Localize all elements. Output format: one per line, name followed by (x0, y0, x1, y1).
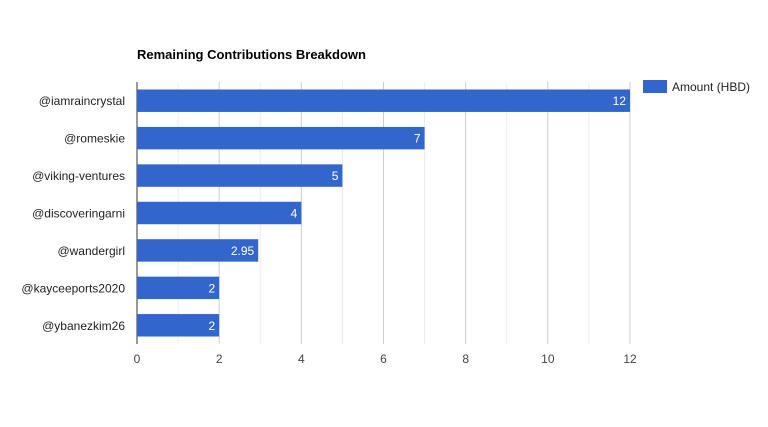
bar (137, 314, 220, 337)
bar (137, 89, 630, 112)
x-axis-tick-label: 2 (216, 352, 223, 366)
data-label-layer: 12 7 5 4 2.95 2 2 (208, 94, 626, 333)
x-axis-tick-label: 4 (298, 352, 305, 366)
bar (137, 201, 302, 225)
category-label: @romeskie (64, 132, 125, 146)
x-axis-tick-label: 10 (541, 352, 555, 366)
bar (137, 164, 343, 187)
category-label: @wandergirl (57, 244, 125, 258)
bar-layer (137, 89, 630, 337)
x-axis-tick-label: 6 (380, 352, 387, 366)
category-label: @discoveringarni (32, 207, 125, 221)
bar-value-label: 7 (414, 132, 421, 146)
chart-title: Remaining Contributions Breakdown (137, 47, 366, 62)
category-label: @ybanezkim26 (42, 319, 125, 333)
x-axis-tick-label: 8 (462, 352, 469, 366)
grid-layer (136, 82, 631, 344)
category-label: @viking-ventures (32, 169, 125, 183)
bar-value-label: 5 (332, 169, 339, 183)
x-axis-tick-label: 12 (623, 352, 637, 366)
legend-series-label: Amount (HBD) (672, 80, 750, 94)
legend: Amount (HBD) (643, 80, 750, 94)
bar-value-label: 2 (208, 281, 215, 295)
category-label: @kayceeports2020 (21, 281, 125, 295)
category-label-layer: @iamraincrystal @romeskie @viking-ventures… (21, 94, 125, 333)
bar (137, 126, 425, 150)
bar (137, 239, 259, 262)
x-axis-tick-label: 0 (134, 352, 141, 366)
bar-value-label: 2 (208, 319, 215, 333)
bar-value-label: 12 (613, 94, 627, 108)
bar-value-label: 2.95 (231, 244, 255, 258)
bar-value-label: 4 (291, 207, 298, 221)
category-label: @iamraincrystal (39, 94, 125, 108)
x-axis-tick-layer: 0 2 4 6 8 10 12 (134, 352, 637, 366)
bar (137, 276, 220, 300)
legend-swatch (643, 80, 667, 93)
